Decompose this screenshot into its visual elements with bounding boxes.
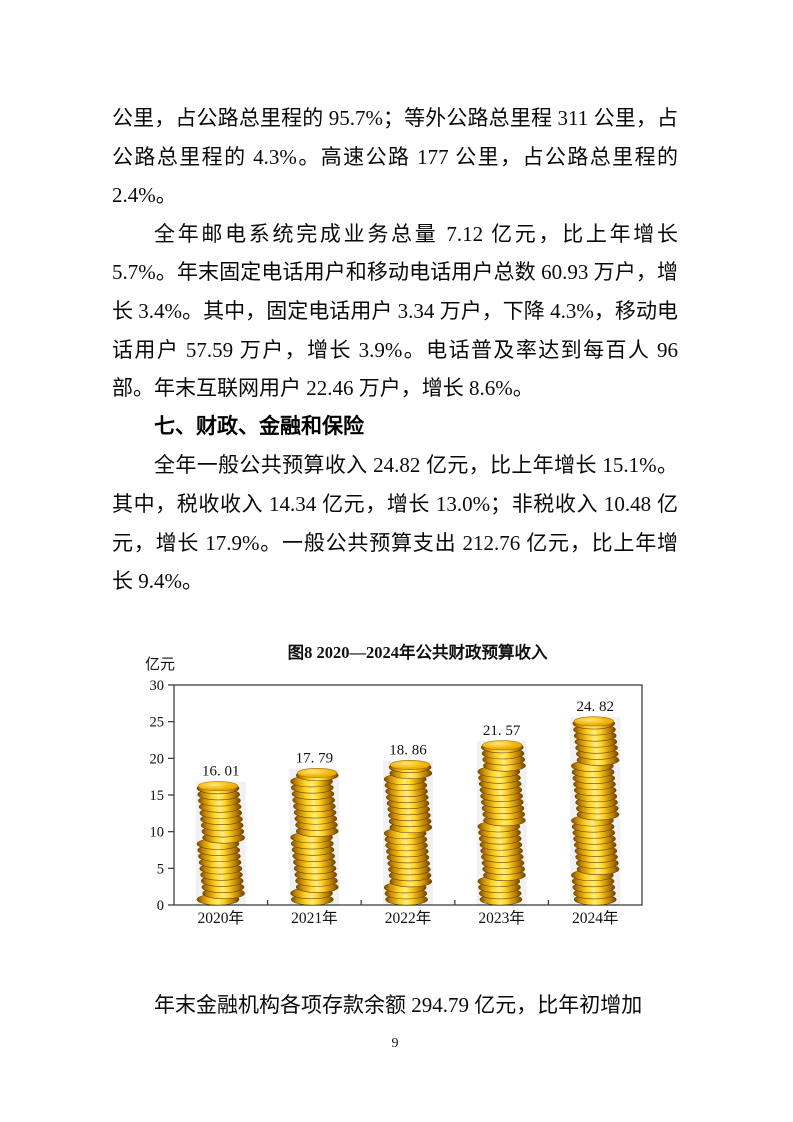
paragraph-deposits: 年末金融机构各项存款余额 294.79 亿元，比年初增加 <box>154 992 643 1017</box>
coin-top-face <box>482 739 523 750</box>
y-tick-label: 10 <box>150 824 165 840</box>
x-category-label: 2020年 <box>198 909 245 927</box>
y-axis-unit-label: 亿元 <box>145 656 176 673</box>
page-number: 9 <box>391 1036 399 1052</box>
y-tick-label: 5 <box>157 861 164 877</box>
coin-top-face <box>573 716 614 727</box>
y-tick-label: 20 <box>150 751 165 767</box>
paragraph-public-budget: 全年一般公共预算收入 24.82 亿元，比上年增长 15.1%。其中，税收收入 … <box>112 453 678 594</box>
section-heading-finance: 七、财政、金融和保险 <box>154 414 364 438</box>
coin-top-face <box>297 767 338 778</box>
x-category-label: 2022年 <box>385 909 432 927</box>
bar-data-label: 17. 79 <box>296 750 334 766</box>
x-category-label: 2024年 <box>572 909 619 927</box>
y-tick-label: 15 <box>150 788 165 804</box>
y-tick-label: 25 <box>150 714 165 730</box>
x-axis <box>266 899 550 905</box>
y-tick-label: 0 <box>157 898 164 914</box>
paragraph-post-telecom: 全年邮电系统完成业务总量 7.12 亿元，比上年增长 5.7%。年末固定电话用户… <box>112 221 678 401</box>
y-axis: 0 5 10 15 20 25 30 <box>150 678 174 914</box>
bar-chart-canvas: 0 5 10 15 20 25 30 16. 01 2020年 17. 79 2021年 18. 86… <box>150 678 643 927</box>
bar-data-label: 16. 01 <box>202 763 240 779</box>
coin-top-face <box>197 780 239 791</box>
coin-stack-2023年: 21. 57 2023年 <box>476 723 527 927</box>
bar-data-label: 21. 57 <box>483 723 521 739</box>
x-category-label: 2023年 <box>478 909 525 927</box>
figure8-chart: 图8 2020—2024年公共财政预算收入 亿元 0 5 10 15 20 25 30 16.… <box>112 640 678 940</box>
bar-data-label: 18. 86 <box>389 742 427 758</box>
y-tick-label: 30 <box>150 678 165 694</box>
paragraph-road-continued: 公里，占公路总里程的 95.7%；等外公路总里程 311 公里，占公路总里程的 … <box>112 106 678 208</box>
coin-stack-2020年: 16. 01 2020年 <box>195 763 246 927</box>
coin-stack-2022年: 18. 86 2022年 <box>383 742 433 927</box>
coin-top-face <box>390 759 431 770</box>
coin-stack-2021年: 17. 79 2021年 <box>289 750 340 927</box>
chart-title: 图8 2020—2024年公共财政预算收入 <box>287 642 548 662</box>
bar-data-label: 24. 82 <box>576 699 614 715</box>
coin-stack-2024年: 24. 82 2024年 <box>570 699 621 927</box>
x-category-label: 2021年 <box>291 909 338 927</box>
